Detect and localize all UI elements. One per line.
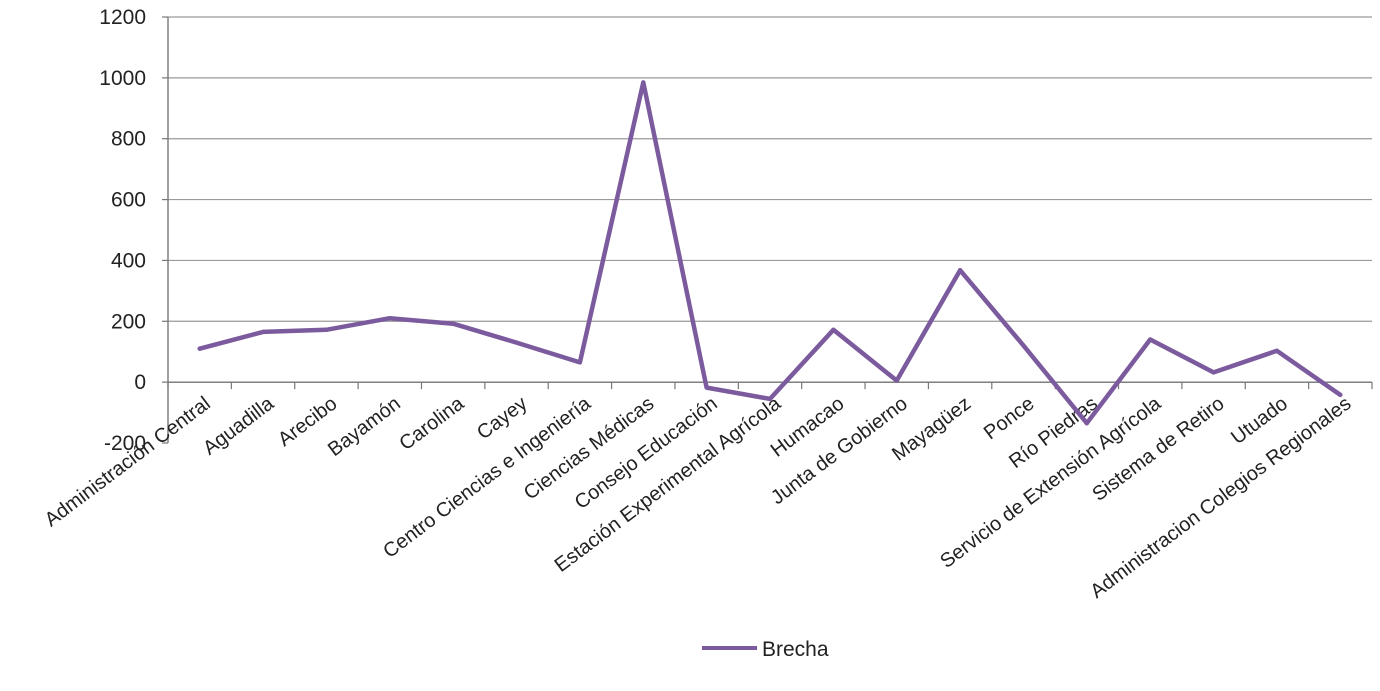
y-tick-label: 200 xyxy=(111,310,146,333)
x-tick-label-bayamon: Bayamón xyxy=(324,393,405,461)
legend: Brecha xyxy=(702,638,829,661)
data-point-cayey xyxy=(514,340,519,345)
x-tick-label-administracion-central: Administración Central xyxy=(41,393,215,532)
y-tick-label: 0 xyxy=(134,371,146,394)
data-point-sistema-de-retiro xyxy=(1211,370,1216,375)
data-point-administracion-colegios-regionales xyxy=(1338,392,1343,397)
data-point-utuado xyxy=(1274,348,1279,353)
data-point-mayaguez xyxy=(958,268,963,273)
y-tick-label: 1200 xyxy=(99,6,146,29)
data-point-ciencias-medicas xyxy=(641,80,646,85)
data-point-humacao xyxy=(831,327,836,332)
data-point-servicio-de-extension-agricola xyxy=(1148,337,1153,342)
legend-label-brecha: Brecha xyxy=(762,638,829,661)
data-point-bayamon xyxy=(387,316,392,321)
axes xyxy=(167,17,1372,443)
y-axis-ticks: -200 0 200 400 600 800 1000 1200 xyxy=(99,6,168,455)
data-point-rio-piedras xyxy=(1084,421,1089,426)
x-tick-label-carolina: Carolina xyxy=(395,392,468,455)
y-tick-label: -200 xyxy=(104,432,146,455)
data-point-aguadilla xyxy=(261,329,266,334)
series-line-brecha xyxy=(197,80,1343,426)
data-point-consejo-educacion xyxy=(704,385,709,390)
data-point-arecibo xyxy=(324,327,329,332)
series-group xyxy=(197,80,1343,426)
data-point-carolina xyxy=(451,321,456,326)
data-point-administracion-central xyxy=(197,346,202,351)
x-axis-ticks: Administración CentralAguadillaAreciboBa… xyxy=(41,382,1373,603)
data-point-centro-ciencias-e-ingenieria xyxy=(577,360,582,365)
y-tick-label: 600 xyxy=(111,189,146,212)
data-point-junta-de-gobierno xyxy=(894,378,899,383)
x-tick-label-aguadilla: Aguadilla xyxy=(199,392,279,460)
y-tick-label: 1000 xyxy=(99,67,146,90)
data-point-ponce xyxy=(1021,343,1026,348)
data-point-estacion-experimental-agricola xyxy=(768,396,772,401)
y-tick-label: 400 xyxy=(111,249,146,272)
y-tick-label: 800 xyxy=(111,128,146,151)
